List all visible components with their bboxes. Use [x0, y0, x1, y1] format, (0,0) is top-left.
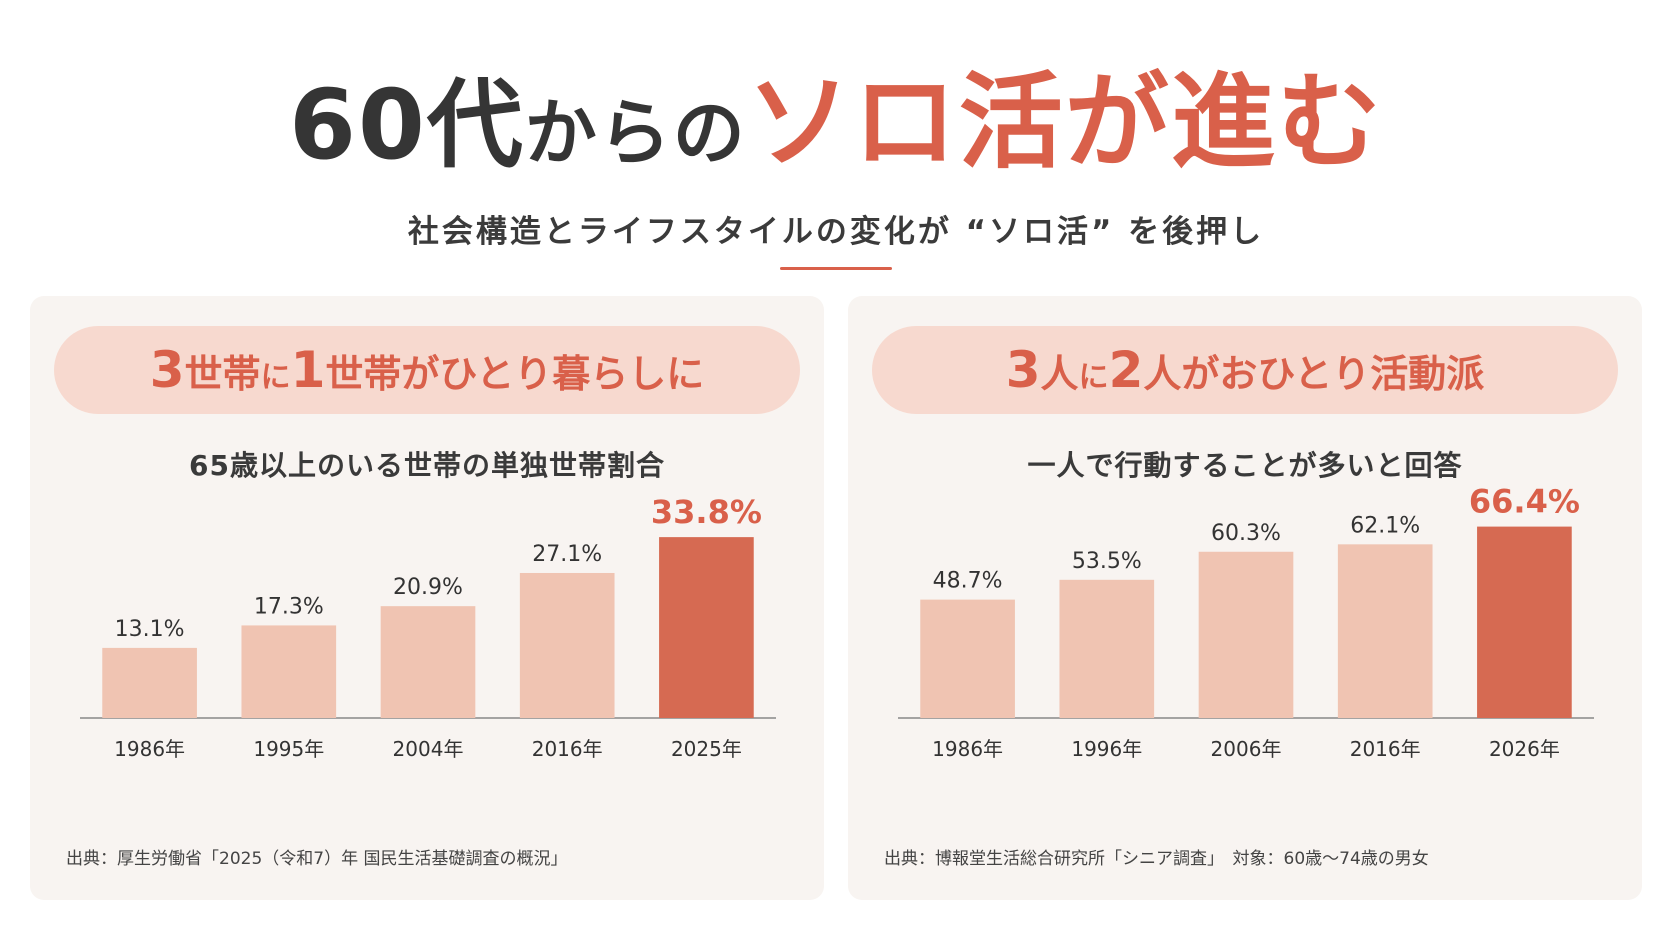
right-headline-word-2: 人 — [1143, 352, 1182, 396]
right-chart-category-label-0: 1986年 — [932, 737, 1003, 761]
right-headline-rest: がおひとり活動派 — [1181, 352, 1485, 396]
right-chart-bar-1 — [1059, 579, 1155, 718]
left-headline-word-1: 世帯 — [184, 352, 261, 396]
left-chart-value-label-0: 13.1% — [115, 617, 185, 642]
right-chart-subtitle: 一人で行動することが多いと回答 — [1027, 449, 1463, 482]
title-accent: ソロ活 — [746, 61, 1065, 183]
left-chart-category-label-2: 2004年 — [393, 737, 464, 761]
right-chart-category-label-1: 1996年 — [1071, 737, 1142, 761]
right-headline-particle: に — [1078, 360, 1109, 395]
left-chart-category-label-4: 2025年 — [671, 737, 742, 761]
left-chart-subtitle: 65歳以上のいる世帯の単独世帯割合 — [189, 449, 665, 482]
right-panel: 3人に2人がおひとり活動派 一人で行動することが多いと回答 48.7% 1986年… — [848, 296, 1642, 900]
left-headline-particle: に — [260, 360, 291, 395]
right-headline-word-1: 人 — [1040, 352, 1079, 396]
left-chart-category-label-1: 1995年 — [253, 737, 324, 761]
left-headline-pill: 3世帯に1世帯がひとり暮らしに — [54, 326, 800, 414]
left-panel: 3世帯に1世帯がひとり暮らしに 65歳以上のいる世帯の単独世帯割合 13.1% 1… — [30, 296, 824, 900]
left-headline-number-1: 3 — [149, 341, 185, 399]
left-chart-category-label-0: 1986年 — [114, 737, 185, 761]
right-headline-pill: 3人に2人がおひとり活動派 — [872, 326, 1618, 414]
title-mid: からの — [524, 91, 747, 175]
right-chart-bar-2 — [1198, 551, 1294, 718]
left-chart-category-label-3: 2016年 — [532, 737, 603, 761]
right-chart-value-label-0: 48.7% — [933, 569, 1003, 594]
left-chart-value-label-1: 17.3% — [254, 594, 324, 619]
right-chart-bar-4 — [1477, 526, 1572, 718]
right-source-note: 出典：博報堂生活総合研究所「シニア調査」 対象：60歳〜74歳の男女 — [884, 849, 1429, 869]
left-headline-word-2: 世帯 — [325, 352, 402, 396]
left-source-note: 出典：厚生労働省「2025（令和7）年 国民生活基礎調査の概況」 — [66, 849, 568, 869]
right-chart-value-label-1: 53.5% — [1072, 549, 1142, 574]
left-chart-value-label-3: 27.1% — [532, 542, 602, 567]
page-subtitle: 社会構造とライフスタイルの変化が “ソロ活” を後押し — [407, 214, 1265, 250]
left-headline-rest: がひとり暮らしに — [401, 352, 705, 396]
left-chart-bar-1 — [241, 625, 337, 718]
right-chart-category-label-2: 2006年 — [1211, 737, 1282, 761]
left-chart-value-label-2: 20.9% — [393, 575, 463, 600]
main-title: 60代からのソロ活が進む — [0, 70, 1672, 174]
left-chart-bar-2 — [380, 606, 476, 718]
right-chart-category-label-3: 2016年 — [1350, 737, 1421, 761]
left-chart-bar-3 — [519, 572, 615, 718]
left-chart-value-label-4: 33.8% — [651, 493, 762, 531]
page-header: 60代からのソロ活が進む 社会構造とライフスタイルの変化が “ソロ活” を後押し — [0, 0, 1672, 290]
title-end: 進む — [1170, 61, 1383, 183]
right-chart-value-label-3: 62.1% — [1350, 513, 1420, 538]
right-chart-value-label-2: 60.3% — [1211, 521, 1281, 546]
right-bar-chart: 48.7% 1986年 53.5% 1996年 60.3% 2006年 62.1% 2016年… — [898, 483, 1594, 761]
right-chart-category-label-4: 2026年 — [1489, 737, 1560, 761]
right-chart-bar-0 — [920, 599, 1015, 718]
right-headline-number-2: 2 — [1108, 341, 1144, 399]
left-headline-number-2: 1 — [290, 341, 326, 399]
left-bar-chart: 13.1% 1986年 17.3% 1995年 20.9% 2004年 27.1% 2016年… — [80, 493, 776, 761]
left-chart-bar-4 — [659, 537, 754, 718]
left-chart-bar-0 — [102, 647, 197, 718]
title-particle: が — [1064, 61, 1171, 183]
right-chart-value-label-4: 66.4% — [1469, 483, 1580, 521]
title-lead: 60代 — [289, 69, 525, 181]
right-chart-bar-3 — [1337, 544, 1433, 718]
right-headline-number-1: 3 — [1005, 341, 1041, 399]
title-divider — [780, 267, 892, 270]
